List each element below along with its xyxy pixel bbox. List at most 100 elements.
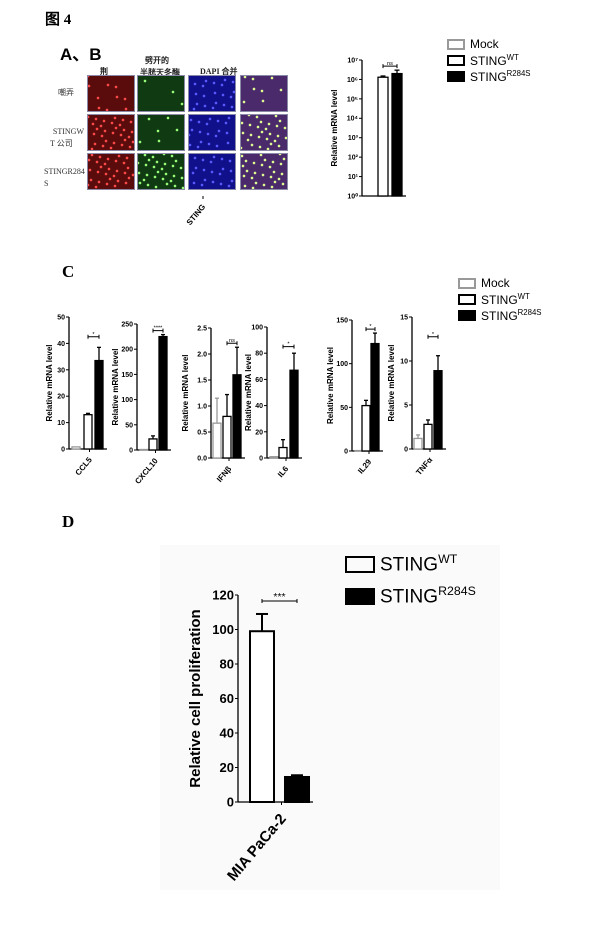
- x-category-label: STING: [185, 203, 208, 228]
- legend-item: STINGWT: [447, 53, 519, 68]
- significance-bracket: [382, 64, 398, 69]
- y-tick-label: 60: [255, 377, 263, 384]
- y-axis-label: Relative mRNA level: [244, 354, 253, 431]
- x-category-label: CXCL10: [133, 456, 160, 486]
- row-label-line: T 公司: [50, 139, 73, 148]
- y-tick-label: 10: [400, 358, 408, 365]
- legend-item: STINGR284S: [458, 308, 542, 323]
- legend-item: Mock: [458, 276, 510, 290]
- y-axis-label: Relative mRNA level: [326, 347, 335, 424]
- y-tick-label: 15: [400, 314, 408, 321]
- micrograph-image: [137, 114, 185, 151]
- bar: [391, 72, 403, 197]
- significance-bracket: [226, 341, 238, 346]
- y-tick-label: 20: [220, 760, 234, 775]
- significance-bracket: [87, 334, 100, 339]
- legend-label: STINGR284S: [481, 308, 542, 323]
- bar: [361, 404, 371, 452]
- legend-label: STINGWT: [470, 53, 519, 68]
- y-tick-label: 120: [212, 588, 234, 603]
- micrograph-image: [240, 153, 288, 190]
- significance-label: ns: [387, 61, 393, 67]
- bar: [83, 414, 93, 450]
- y-axis-label: Relative mRNA level: [330, 89, 339, 166]
- y-tick-label: 10²: [348, 155, 359, 162]
- panel-d-background: [160, 545, 500, 890]
- significance-bracket: [365, 327, 376, 332]
- y-tick-label: 100: [251, 324, 263, 331]
- y-tick-label: 5: [404, 402, 408, 409]
- legend-swatch: [345, 587, 375, 605]
- bar: [269, 456, 279, 459]
- y-tick-label: 80: [255, 351, 263, 358]
- bar: [377, 76, 389, 197]
- y-tick-label: 80: [220, 657, 234, 672]
- legend-label: Mock: [481, 276, 510, 290]
- y-tick-label: 0: [129, 447, 133, 454]
- legend-item: STINGR284S: [345, 584, 476, 608]
- x-category-label: IFNβ: [215, 464, 233, 483]
- bar: [284, 775, 310, 803]
- micrograph-image: [188, 75, 236, 112]
- y-tick-label: 10⁶: [347, 77, 358, 84]
- column-header: 荆: [100, 67, 108, 76]
- legend-swatch: [345, 555, 375, 573]
- micrograph-image: [137, 75, 185, 112]
- significance-bracket: [152, 328, 164, 333]
- y-tick-label: 30: [57, 367, 65, 374]
- legend-label: STINGR284S: [470, 69, 531, 84]
- bar: [158, 335, 168, 451]
- legend-swatch: [458, 277, 476, 289]
- column-header: DAPI 合并: [200, 67, 238, 76]
- legend-item: STINGWT: [458, 292, 530, 307]
- y-tick-label: 10³: [348, 135, 359, 142]
- row-label-line: 嘲弄: [58, 88, 74, 97]
- figure-title: 图 4: [45, 12, 72, 28]
- row-label-line: STINGR284: [44, 167, 85, 176]
- bar: [433, 370, 443, 450]
- y-tick-label: 1.5: [197, 377, 207, 384]
- x-category-label: CCL5: [74, 455, 95, 477]
- legend-swatch: [447, 38, 465, 50]
- bar: [278, 446, 288, 459]
- y-tick-label: 2.0: [197, 351, 207, 358]
- x-category-label: MIA PaCa-2: [224, 811, 290, 885]
- panel-label-ab: A、B: [60, 45, 102, 64]
- bar: [139, 448, 149, 451]
- panel-label-c: C: [62, 262, 75, 281]
- significance-bracket: [261, 599, 298, 603]
- bar: [413, 437, 423, 450]
- significance-label: ns: [229, 338, 235, 344]
- significance-label: ****: [154, 326, 164, 332]
- panel-label-d: D: [62, 512, 75, 531]
- y-tick-label: 40: [255, 403, 263, 410]
- bar: [148, 438, 158, 451]
- y-tick-label: 0.5: [197, 429, 207, 436]
- y-tick-label: 0: [61, 446, 65, 453]
- micrograph-image: [188, 153, 236, 190]
- row-label: STINGW T 公司: [50, 126, 84, 150]
- legend-label: STINGR284S: [380, 584, 476, 608]
- y-tick-label: 0: [344, 448, 348, 455]
- y-tick-label: 50: [57, 314, 65, 321]
- legend-item: Mock: [447, 37, 499, 51]
- y-tick-label: 150: [121, 372, 133, 379]
- y-tick-label: 100: [121, 397, 133, 404]
- bar: [289, 369, 299, 459]
- y-tick-label: 0: [227, 795, 234, 810]
- micrograph-image: [87, 153, 135, 190]
- y-tick-label: 10⁷: [347, 57, 358, 64]
- significance-bracket: [427, 334, 439, 339]
- legend-item: STINGR284S: [447, 69, 531, 84]
- legend-item: STINGWT: [345, 552, 457, 576]
- y-tick-label: 10: [57, 420, 65, 427]
- y-tick-label: 200: [121, 347, 133, 354]
- y-tick-label: 20: [255, 429, 263, 436]
- significance-label: *: [92, 332, 95, 338]
- y-tick-label: 10¹: [348, 174, 359, 181]
- column-header: 半胱天冬酶: [140, 68, 180, 77]
- y-axis-label: Relative mRNA level: [387, 344, 396, 421]
- significance-label: *: [369, 324, 372, 330]
- bar: [423, 423, 433, 450]
